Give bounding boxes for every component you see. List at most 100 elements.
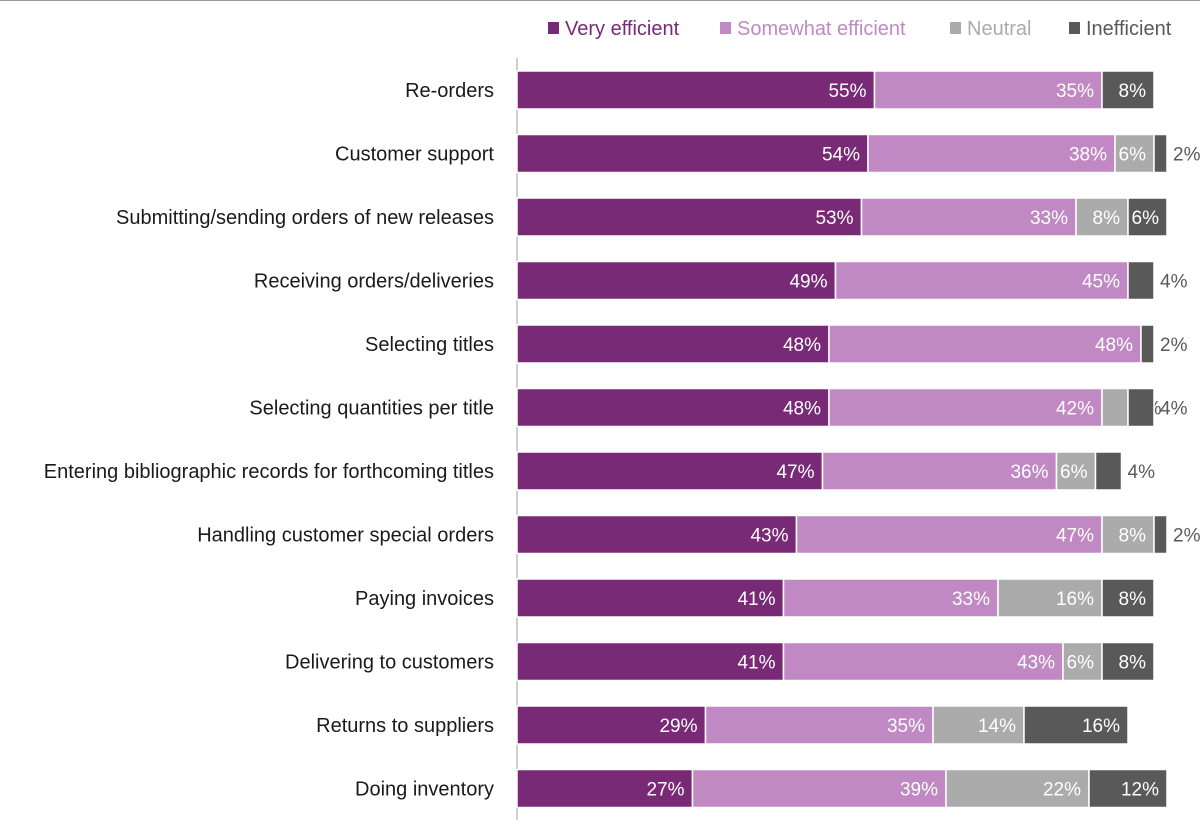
bar-very-efficient-customer-support <box>516 133 869 174</box>
legend-label-inefficient: Inefficient <box>1086 18 1172 40</box>
data-label-very-efficient-customer-support: 54% <box>822 145 860 166</box>
bar-very-efficient-returns-to-suppliers <box>516 705 707 745</box>
bar-inefficient-handling-customer-special-orders <box>1153 514 1168 555</box>
bar-very-efficient-re-orders <box>516 70 876 110</box>
bar-neutral-entering-bibliographic-records-for-forthcoming-titles <box>1055 451 1097 491</box>
category-label-selecting-quantities-per-title: Selecting quantities per title <box>249 398 494 420</box>
data-label-somewhat-efficient-selecting-titles: 48% <box>1095 335 1133 356</box>
bar-very-efficient-delivering-to-customers <box>516 641 785 682</box>
legend-swatch-somewhat-efficient <box>720 22 731 34</box>
category-label-customer-support: Customer support <box>335 144 494 166</box>
data-label-neutral-submitting-sending-orders-of-new-releases: 8% <box>1093 208 1121 229</box>
data-label-somewhat-efficient-returns-to-suppliers: 35% <box>887 716 925 737</box>
bar-somewhat-efficient-selecting-titles <box>828 324 1142 364</box>
data-label-somewhat-efficient-handling-customer-special-orders: 47% <box>1056 526 1094 547</box>
data-label-inefficient-handling-customer-special-orders: 2% <box>1173 526 1200 547</box>
bar-neutral-delivering-to-customers <box>1062 641 1103 682</box>
bar-somewhat-efficient-returns-to-suppliers <box>704 705 934 745</box>
bar-somewhat-efficient-paying-invoices <box>782 578 999 618</box>
data-label-somewhat-efficient-delivering-to-customers: 43% <box>1017 653 1055 674</box>
data-label-inefficient-customer-support: 2% <box>1173 145 1200 166</box>
data-label-neutral-returns-to-suppliers: 14% <box>978 716 1016 737</box>
bar-inefficient-entering-bibliographic-records-for-forthcoming-titles <box>1094 451 1123 491</box>
legend-label-neutral: Neutral <box>967 18 1031 40</box>
data-label-very-efficient-paying-invoices: 41% <box>737 589 775 610</box>
bar-somewhat-efficient-doing-inventory <box>691 768 947 809</box>
bar-somewhat-efficient-delivering-to-customers <box>782 641 1064 682</box>
data-label-neutral-entering-bibliographic-records-for-forthcoming-titles: 6% <box>1060 462 1088 483</box>
bar-inefficient-doing-inventory <box>1088 768 1168 809</box>
bar-very-efficient-handling-customer-special-orders <box>516 514 798 555</box>
bar-very-efficient-selecting-titles <box>516 324 830 364</box>
data-label-very-efficient-re-orders: 55% <box>828 81 866 102</box>
category-label-paying-invoices: Paying invoices <box>355 588 494 610</box>
bar-inefficient-selecting-titles <box>1140 324 1155 364</box>
category-label-doing-inventory: Doing inventory <box>355 779 494 801</box>
data-label-inefficient-selecting-titles: 2% <box>1160 335 1188 356</box>
data-label-very-efficient-delivering-to-customers: 41% <box>737 653 775 674</box>
category-label-receiving-orders-deliveries: Receiving orders/deliveries <box>254 271 494 293</box>
data-label-somewhat-efficient-entering-bibliographic-records-for-forthcoming-titles: 36% <box>1010 462 1048 483</box>
data-label-inefficient-receiving-orders-deliveries: 4% <box>1160 272 1188 293</box>
category-label-handling-customer-special-orders: Handling customer special orders <box>197 525 494 547</box>
category-label-re-orders: Re-orders <box>405 80 494 102</box>
data-label-very-efficient-selecting-quantities-per-title: 48% <box>783 399 821 420</box>
data-label-inefficient-paying-invoices: 8% <box>1119 589 1147 610</box>
bar-inefficient-re-orders <box>1101 70 1155 110</box>
bar-inefficient-paying-invoices <box>1101 578 1155 618</box>
data-label-very-efficient-receiving-orders-deliveries: 49% <box>789 272 827 293</box>
bar-somewhat-efficient-selecting-quantities-per-title <box>828 387 1103 428</box>
data-label-somewhat-efficient-selecting-quantities-per-title: 42% <box>1056 399 1094 420</box>
data-label-very-efficient-doing-inventory: 27% <box>646 780 684 801</box>
data-label-somewhat-efficient-re-orders: 35% <box>1056 81 1094 102</box>
legend-label-somewhat-efficient: Somewhat efficient <box>737 18 906 40</box>
data-label-neutral-handling-customer-special-orders: 8% <box>1119 526 1147 547</box>
bar-very-efficient-paying-invoices <box>516 578 785 618</box>
data-label-somewhat-efficient-submitting-sending-orders-of-new-releases: 33% <box>1030 208 1068 229</box>
bar-neutral-paying-invoices <box>997 578 1103 618</box>
bar-neutral-doing-inventory <box>945 768 1090 809</box>
category-label-returns-to-suppliers: Returns to suppliers <box>316 715 494 737</box>
bar-very-efficient-submitting-sending-orders-of-new-releases <box>516 197 863 237</box>
bar-inefficient-selecting-quantities-per-title <box>1127 387 1155 428</box>
bar-somewhat-efficient-entering-bibliographic-records-for-forthcoming-titles <box>821 451 1058 491</box>
legend-swatch-neutral <box>950 22 961 34</box>
data-label-somewhat-efficient-doing-inventory: 39% <box>900 780 938 801</box>
bar-neutral-submitting-sending-orders-of-new-releases <box>1075 197 1129 237</box>
bar-very-efficient-selecting-quantities-per-title <box>516 387 830 428</box>
bar-neutral-customer-support <box>1114 133 1155 174</box>
data-label-somewhat-efficient-paying-invoices: 33% <box>952 589 990 610</box>
bar-neutral-returns-to-suppliers <box>932 705 1025 745</box>
data-label-inefficient-delivering-to-customers: 8% <box>1119 653 1147 674</box>
bar-inefficient-returns-to-suppliers <box>1023 705 1129 745</box>
category-label-submitting-sending-orders-of-new-releases: Submitting/sending orders of new release… <box>116 207 494 229</box>
legend-label-very-efficient: Very efficient <box>565 18 680 40</box>
data-label-inefficient-returns-to-suppliers: 16% <box>1082 716 1120 737</box>
data-label-inefficient-entering-bibliographic-records-for-forthcoming-titles: 4% <box>1128 462 1156 483</box>
data-label-very-efficient-submitting-sending-orders-of-new-releases: 53% <box>815 208 853 229</box>
data-label-neutral-delivering-to-customers: 6% <box>1067 653 1095 674</box>
data-label-inefficient-doing-inventory: 12% <box>1121 780 1159 801</box>
data-label-somewhat-efficient-customer-support: 38% <box>1069 145 1107 166</box>
data-label-very-efficient-handling-customer-special-orders: 43% <box>750 526 788 547</box>
data-label-very-efficient-selecting-titles: 48% <box>783 335 821 356</box>
data-label-neutral-paying-invoices: 16% <box>1056 589 1094 610</box>
data-label-inefficient-selecting-quantities-per-title: 4% <box>1160 399 1188 420</box>
bar-very-efficient-entering-bibliographic-records-for-forthcoming-titles <box>516 451 824 491</box>
data-label-very-efficient-entering-bibliographic-records-for-forthcoming-titles: 47% <box>776 462 814 483</box>
bar-somewhat-efficient-customer-support <box>867 133 1116 174</box>
data-label-neutral-doing-inventory: 22% <box>1043 780 1081 801</box>
data-label-somewhat-efficient-receiving-orders-deliveries: 45% <box>1082 272 1120 293</box>
bar-neutral-handling-customer-special-orders <box>1101 514 1155 555</box>
bar-very-efficient-receiving-orders-deliveries <box>516 260 837 301</box>
bar-inefficient-submitting-sending-orders-of-new-releases <box>1127 197 1168 237</box>
category-label-entering-bibliographic-records-for-forthcoming-titles: Entering bibliographic records for forth… <box>44 461 494 483</box>
bar-somewhat-efficient-receiving-orders-deliveries <box>834 260 1129 301</box>
data-label-very-efficient-returns-to-suppliers: 29% <box>659 716 697 737</box>
category-label-selecting-titles: Selecting titles <box>365 334 494 356</box>
category-label-delivering-to-customers: Delivering to customers <box>285 652 494 674</box>
data-label-inefficient-submitting-sending-orders-of-new-releases: 6% <box>1132 208 1160 229</box>
data-label-neutral-customer-support: 6% <box>1119 145 1147 166</box>
bar-very-efficient-doing-inventory <box>516 768 694 809</box>
